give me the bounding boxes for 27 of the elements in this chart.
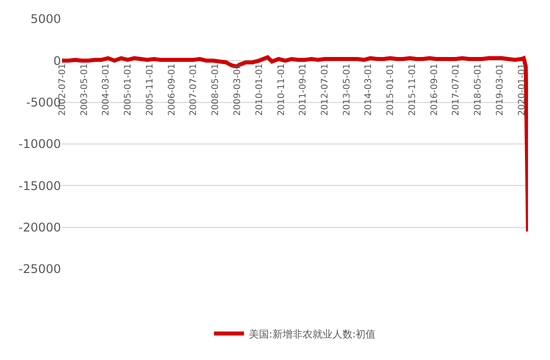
y-tick-label: -20000 <box>18 220 61 235</box>
x-tick-label: 2010-01-01 <box>254 63 265 116</box>
x-tick-label: 2006-09-01 <box>167 63 178 116</box>
x-tick-label: 2003-05-01 <box>80 63 90 116</box>
x-tick-label: 2005-11-01 <box>146 63 156 116</box>
x-tick-label: 2014-03-01 <box>364 63 374 116</box>
x-tick-label: 2004-03-01 <box>102 63 112 116</box>
y-tick-label: -10000 <box>18 137 61 152</box>
x-tick-label: 2011-09-01 <box>298 63 309 116</box>
x-tick-label: 2010-11-01 <box>276 63 287 116</box>
x-tick-label: 2015-01-01 <box>386 63 396 116</box>
x-tick-label: 2009-03-01 <box>232 63 243 116</box>
x-tick-label: 2008-05-01 <box>211 63 222 116</box>
x-tick-label: 2005-01-01 <box>124 63 134 116</box>
x-tick-label: 2020-01-01 <box>517 63 528 116</box>
x-tick-label: 2012-07-01 <box>320 63 330 116</box>
x-tick-label: 2007-07-01 <box>189 63 200 116</box>
x-tick-label: 2013-05-01 <box>342 63 352 116</box>
x-tick-label: 2017-07-01 <box>452 63 462 116</box>
legend-label: 美国:新增非农就业人数:初值 <box>249 328 376 340</box>
y-tick-label: -25000 <box>18 262 61 276</box>
x-tick-label: 2019-03-01 <box>495 63 506 116</box>
x-tick-label: 2015-11-01 <box>408 63 418 116</box>
x-tick-label: 2018-05-01 <box>474 63 484 116</box>
x-tick-label: 2016-09-01 <box>430 63 440 116</box>
y-tick-label: -15000 <box>18 178 61 193</box>
y-tick-label: 5000 <box>30 12 61 26</box>
